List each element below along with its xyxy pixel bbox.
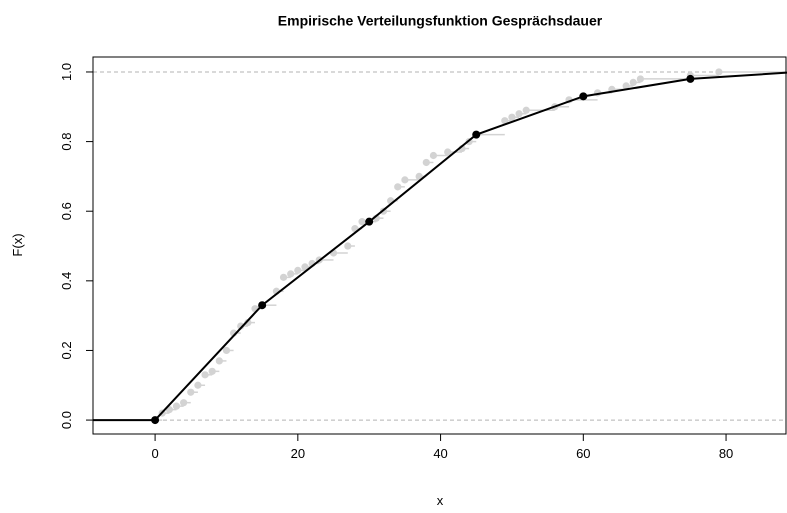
y-tick-label: 0.8 — [59, 133, 74, 151]
ecdf-point — [344, 242, 352, 250]
x-axis-title: x — [437, 493, 444, 508]
ecdf-point — [244, 319, 252, 327]
polygon-point — [258, 301, 267, 310]
ecdf-point — [429, 151, 438, 160]
ecdf-point — [279, 273, 288, 281]
x-tick-label: 80 — [719, 446, 733, 461]
ecdf-point — [194, 381, 202, 389]
x-tick-label: 60 — [576, 446, 590, 461]
ecdf-point — [515, 110, 523, 118]
ecdf-point — [394, 183, 402, 191]
ecdf-point — [508, 113, 516, 121]
polygon-line — [154, 71, 787, 421]
polygon-point — [365, 217, 374, 226]
y-axis-title: F(x) — [10, 233, 25, 256]
y-tick-label: 0.4 — [59, 272, 74, 290]
ecdf-point — [222, 346, 231, 355]
x-tick-label: 0 — [151, 446, 158, 461]
ecdf-point — [301, 263, 309, 271]
ecdf-point — [401, 176, 409, 184]
ecdf-point — [187, 388, 195, 396]
ecdf-point — [201, 371, 209, 379]
ecdf-point — [215, 357, 223, 365]
polygon-point — [151, 416, 160, 425]
ecdf-point — [715, 68, 723, 76]
plot-frame — [92, 56, 787, 435]
y-tick-label: 0.0 — [59, 411, 74, 429]
ecdf-point — [180, 399, 188, 407]
ecdf-point — [294, 266, 302, 274]
ecdf-point — [237, 322, 245, 330]
ecdf-point — [415, 172, 423, 181]
ecdf-point — [422, 158, 430, 167]
ecdf-point — [629, 78, 637, 87]
plot-area — [93, 68, 787, 425]
ecdf-point — [636, 75, 645, 83]
ecdf-point — [358, 218, 366, 226]
x-tick-label: 40 — [433, 446, 447, 461]
y-tick-label: 0.2 — [59, 341, 74, 359]
ecdf-point — [522, 106, 530, 114]
polygon-point — [579, 92, 588, 101]
ecdf-point — [501, 117, 509, 125]
polygon-point — [686, 74, 695, 83]
y-tick-label: 0.6 — [59, 202, 74, 220]
ecdf-point — [444, 148, 452, 156]
x-tick-label: 20 — [291, 446, 305, 461]
polygon-point — [472, 130, 481, 139]
ecdf-point — [208, 367, 216, 375]
y-tick-label: 1.0 — [59, 63, 74, 81]
chart-title: Empirische Verteilungsfunktion Gesprächs… — [278, 13, 603, 29]
ecdf-point — [172, 402, 181, 410]
ecdf-point — [287, 270, 295, 278]
ecdf-point — [622, 82, 630, 90]
